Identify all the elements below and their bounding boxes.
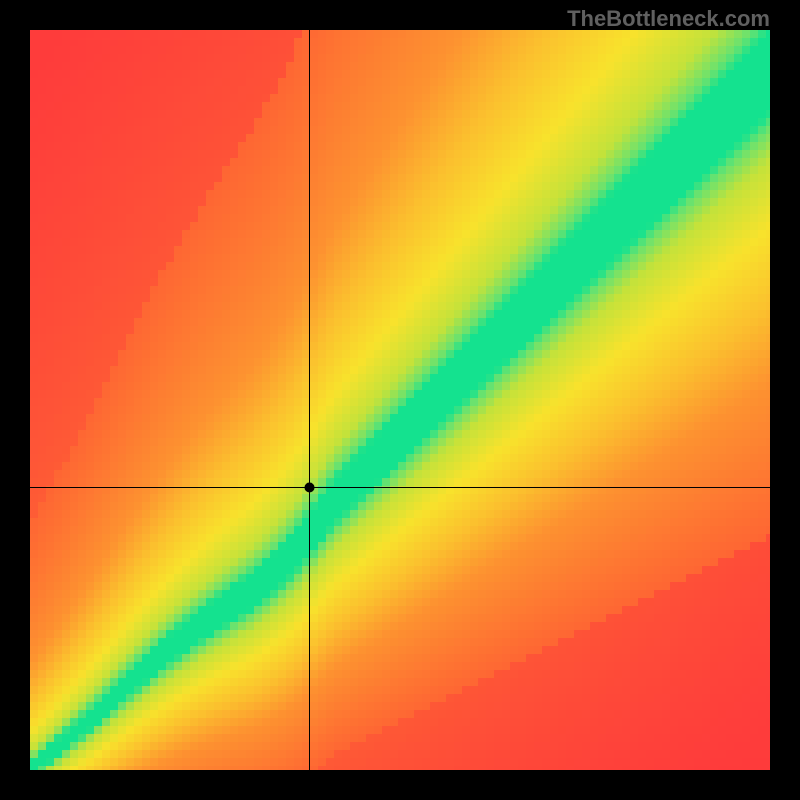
- watermark-text: TheBottleneck.com: [567, 6, 770, 32]
- heatmap-plot: [30, 30, 770, 770]
- heatmap-canvas: [30, 30, 770, 770]
- chart-container: TheBottleneck.com: [0, 0, 800, 800]
